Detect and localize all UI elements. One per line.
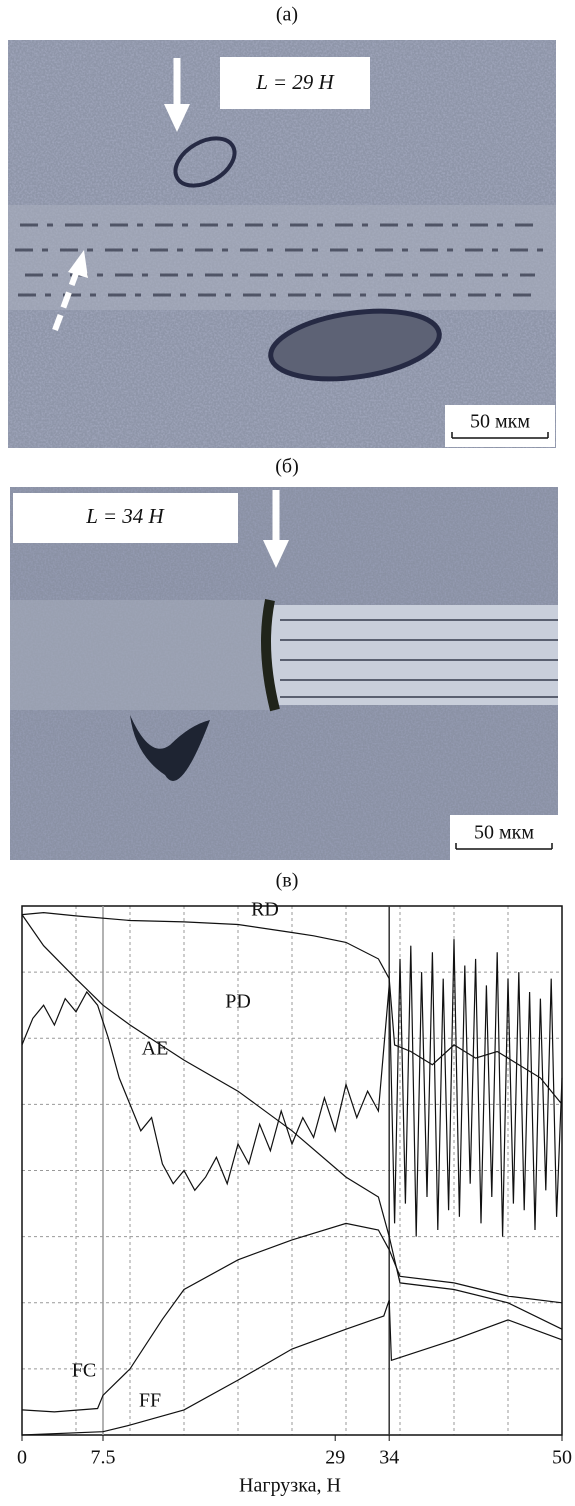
plot: 0 7.5 29 34 50 RD PD AE FC FF [17,899,572,1469]
x-tick-label: 0 [17,1447,27,1469]
x-tick-label: 7.5 [91,1447,116,1469]
micrograph: L = 29 Н 50 мкм [8,40,556,448]
x-tick-label: 50 [552,1447,572,1469]
load-label: L = 34 Н [85,504,165,528]
series-label: AE [142,1038,169,1060]
caption: (а) [276,4,298,26]
chart-title: (в) [276,870,299,892]
scale-bar-label: 50 мкм [470,411,530,433]
series-label: RD [251,899,279,921]
scale-bar-label: 50 мкм [474,822,534,844]
series-label: FC [72,1360,96,1382]
caption: (б) [275,456,299,478]
series-label: FF [139,1390,161,1412]
x-axis-title: Нагрузка, Н [239,1475,341,1497]
micrograph: L = 34 Н 50 мкм [10,487,558,860]
series-label: PD [225,991,251,1013]
figure: (а) L = 29 Н 50 мкм (б) L = 34 Н 50 мкм … [0,0,575,1501]
x-tick-label: 29 [325,1447,345,1469]
load-label: L = 29 Н [255,70,335,94]
x-tick-label: 34 [379,1447,399,1469]
